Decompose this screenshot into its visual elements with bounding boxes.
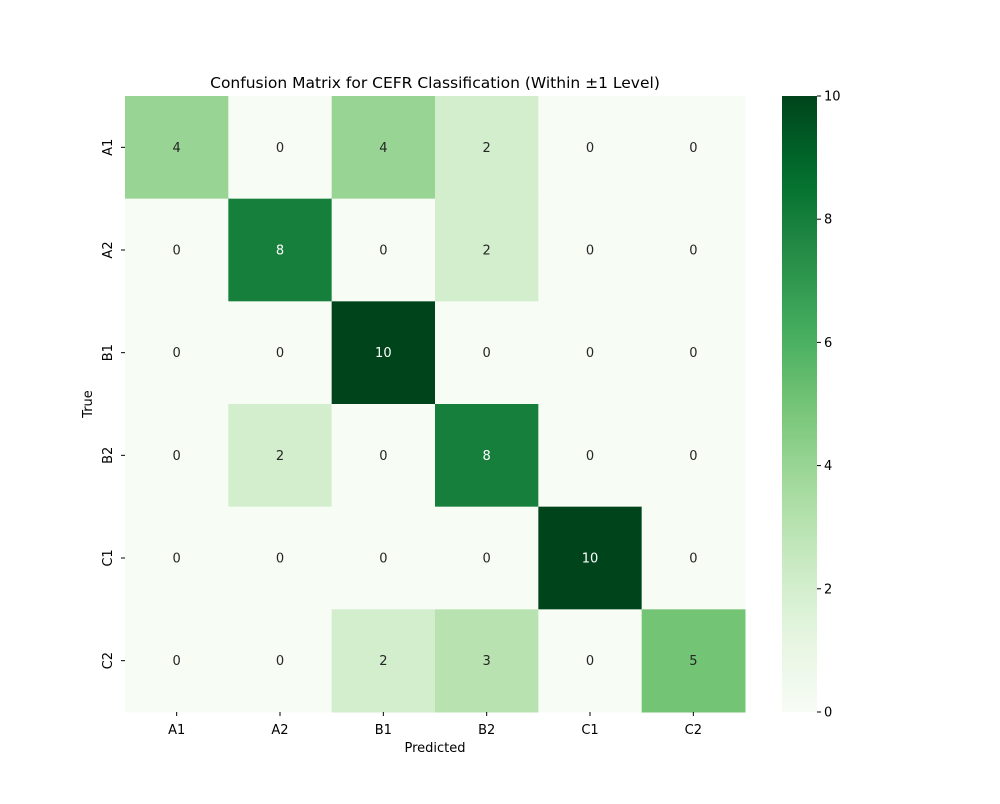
y-axis: A1 A2 B1 B2 C1 C2: [101, 139, 125, 669]
colorbar-tick-label: 6: [824, 336, 832, 351]
x-tick-label: C1: [581, 723, 598, 738]
y-tick-label: C1: [101, 549, 116, 566]
cell-value-label: 2: [379, 654, 387, 669]
chart-title: Confusion Matrix for CEFR Classification…: [210, 74, 660, 92]
heatmap-cell: [538, 404, 643, 508]
colorbar-tick-label: 0: [824, 706, 832, 721]
heatmap-cell: [228, 96, 333, 200]
cell-value-label: 0: [173, 654, 181, 669]
y-tick-label: B1: [101, 344, 116, 361]
heatmap-cell: [538, 198, 643, 302]
heatmap-cell: [641, 198, 746, 302]
heatmap-cell: [228, 609, 333, 713]
heatmap-cell: [228, 506, 333, 610]
heatmap-cell: [125, 96, 229, 200]
cell-value-label: 2: [483, 141, 491, 156]
y-axis-label: True: [81, 390, 96, 419]
heatmap-cell: [641, 404, 746, 508]
heatmap-cell: [641, 96, 746, 200]
heatmap-cell: [641, 506, 746, 610]
heatmap-cell: [228, 198, 333, 302]
cell-value-label: 0: [276, 654, 284, 669]
cell-value-label: 0: [586, 654, 594, 669]
cell-value-label: 3: [483, 654, 491, 669]
cell-value-label: 0: [689, 244, 697, 259]
cell-value-label: 0: [379, 449, 387, 464]
x-tick-label: A2: [271, 723, 288, 738]
heatmap-cell: [228, 404, 333, 508]
heatmap-cell: [435, 404, 539, 508]
cell-value-label: 0: [689, 552, 697, 567]
cell-value-label: 0: [586, 449, 594, 464]
heatmap-cell: [331, 96, 436, 200]
heatmap-cell: [435, 506, 539, 610]
cell-value-label: 0: [689, 449, 697, 464]
cell-value-label: 4: [173, 141, 181, 156]
heatmap-cell: [125, 198, 229, 302]
heatmap-cell: [125, 404, 229, 508]
cell-value-label: 0: [173, 449, 181, 464]
cell-value-label: 0: [586, 141, 594, 156]
x-tick-label: B2: [478, 723, 495, 738]
cell-value-label: 0: [173, 346, 181, 361]
heatmap-cell: [331, 404, 436, 508]
cell-value-label: 0: [379, 552, 387, 567]
cell-value-label: 2: [483, 244, 491, 259]
x-tick-label: A1: [168, 723, 185, 738]
cell-value-label: 0: [586, 244, 594, 259]
colorbar-tick-label: 4: [824, 459, 832, 474]
cell-value-label: 5: [689, 654, 697, 669]
heatmap-cell: [125, 609, 229, 713]
cell-value-label: 0: [276, 552, 284, 567]
cell-value-label: 10: [582, 552, 599, 567]
colorbar-ticks: 0 2 4 6 8 10: [817, 90, 841, 721]
cell-value-label: 0: [173, 552, 181, 567]
cell-value-label: 0: [276, 346, 284, 361]
heatmap-cell: [435, 301, 539, 405]
x-axis-label: Predicted: [404, 741, 465, 756]
x-tick-label: B1: [375, 723, 392, 738]
cell-value-label: 0: [689, 141, 697, 156]
colorbar: [782, 96, 817, 712]
heatmap-cell: [125, 301, 229, 405]
colorbar-tick-label: 10: [824, 90, 841, 105]
heatmap-cell: [641, 609, 746, 713]
colorbar-tick-label: 2: [824, 582, 832, 597]
heatmap-cell: [435, 609, 539, 713]
cell-value-label: 10: [375, 346, 392, 361]
heatmap-cell: [228, 301, 333, 405]
cell-value-label: 8: [483, 449, 491, 464]
cell-value-label: 0: [379, 244, 387, 259]
y-tick-label: C2: [101, 652, 116, 669]
cell-value-label: 0: [276, 141, 284, 156]
heatmap-cell: [125, 506, 229, 610]
heatmap-cell: [435, 96, 539, 200]
heatmap-cell: [331, 198, 436, 302]
heatmap-cell: [538, 301, 643, 405]
cell-value-label: 0: [689, 346, 697, 361]
heatmap-cell: [538, 506, 643, 610]
cell-value-label: 0: [483, 552, 491, 567]
x-tick-label: C2: [685, 723, 702, 738]
heatmap-cell: [331, 301, 436, 405]
heatmap-cells: 4 0 4 2 0 0 0 8 0 2 0 0 0 0 10 0 0 0 0 2 0 8 0 0 0 0 0 0 10 0 0 0 2 3 0 5: [125, 96, 746, 713]
y-tick-label: B2: [101, 447, 116, 464]
cell-value-label: 4: [379, 141, 387, 156]
cell-value-label: 8: [276, 244, 284, 259]
heatmap-cell: [538, 96, 643, 200]
heatmap-cell: [538, 609, 643, 713]
cell-value-label: 2: [276, 449, 284, 464]
cell-value-label: 0: [483, 346, 491, 361]
y-tick-label: A2: [101, 241, 116, 258]
y-tick-label: A1: [101, 139, 116, 156]
colorbar-tick-label: 8: [824, 213, 832, 228]
cell-value-label: 0: [173, 244, 181, 259]
cell-value-label: 0: [586, 346, 594, 361]
heatmap-cell: [641, 301, 746, 405]
heatmap-cell: [331, 609, 436, 713]
heatmap-cell: [331, 506, 436, 610]
heatmap-cell: [435, 198, 539, 302]
x-axis: A1 A2 B1 B2 C1 C2: [168, 712, 702, 738]
